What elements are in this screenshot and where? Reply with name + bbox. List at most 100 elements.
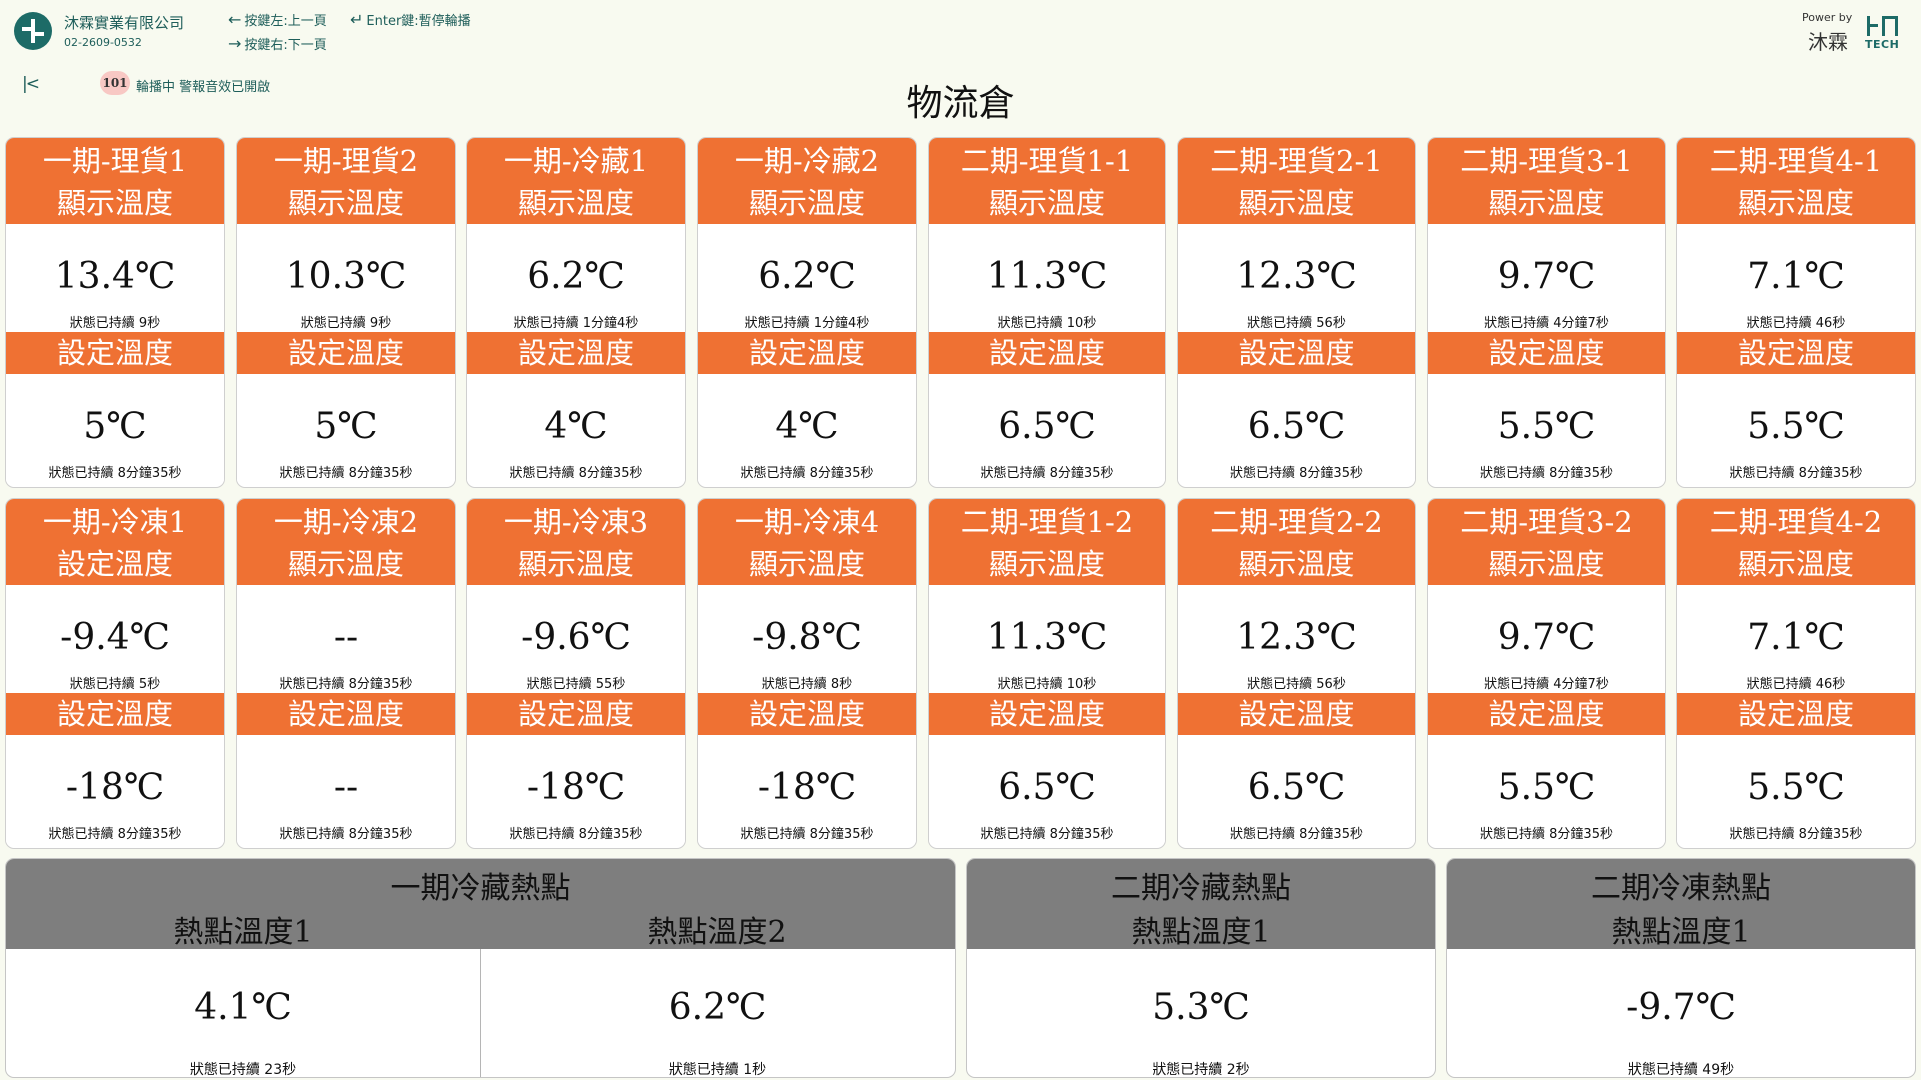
set-temp-section: 5.5℃ 狀態已持續 8分鐘35秒 [1428,735,1665,843]
hotspot-panel-title: 一期冷藏熱點 [390,871,571,906]
hint-prev-page: ← 按鍵左:上一頁 [228,10,327,29]
display-temp-value: -9.6℃ [521,617,631,658]
set-temp-section: 6.5℃ 狀態已持續 8分鐘35秒 [929,374,1165,482]
hint-next-page: → 按鍵右:下一頁 [228,34,327,53]
display-temp-section: 12.3℃ 狀態已持續 56秒 [1178,585,1415,693]
carousel-status-text: 輪播中 警報音效已開啟 [136,80,271,95]
power-brand-name: 沐霖 [1808,30,1848,54]
set-temp-label: 設定溫度 [6,693,224,735]
display-temp-value: 11.3℃ [986,617,1108,658]
sensor-card: 二期-理貨4-2 顯示溫度 7.1℃ 狀態已持續 46秒 設定溫度 5.5℃ 狀態已持續 8… [1676,498,1916,849]
carousel-count-badge: 101 [100,71,130,95]
set-temp-section: 6.5℃ 狀態已持續 8分鐘35秒 [929,735,1165,843]
sensor-card-title: 二期-理貨4-1 [1677,138,1915,182]
hotspot-panel-header: 二期冷藏熱點 熱點溫度1 [967,859,1435,950]
hotspot-temp-value: 5.3℃ [1152,987,1250,1028]
display-temp-duration: 狀態已持續 56秒 [1247,677,1346,692]
sensor-card-title: 一期-冷藏2 [698,138,916,182]
display-temp-label: 顯示溫度 [929,182,1165,224]
display-temp-duration: 狀態已持續 56秒 [1247,316,1346,331]
display-temp-value: 7.1℃ [1747,256,1845,297]
sensor-card-title: 二期-理貨3-1 [1428,138,1665,182]
display-temp-value: 13.4℃ [54,256,176,297]
display-temp-duration: 狀態已持續 9秒 [300,316,392,331]
display-temp-value: -9.4℃ [60,617,170,658]
display-temp-section: 12.3℃ 狀態已持續 56秒 [1178,224,1415,332]
display-temp-duration: 狀態已持續 4分鐘7秒 [1484,677,1609,692]
display-temp-section: 7.1℃ 狀態已持續 46秒 [1677,585,1915,693]
set-temp-label: 設定溫度 [467,693,685,735]
display-temp-label: 顯示溫度 [698,543,916,585]
first-page-icon[interactable]: |< [22,74,40,94]
display-temp-value: 9.7℃ [1497,256,1596,297]
display-temp-duration: 狀態已持續 5秒 [69,677,161,692]
set-temp-section: -18℃ 狀態已持續 8分鐘35秒 [467,735,685,843]
enter-return-icon: ↵ [350,10,364,29]
set-temp-value: -- [333,767,359,808]
sensor-card-title: 二期-理貨1-2 [929,499,1165,543]
display-temp-value: 10.3℃ [285,256,407,297]
display-temp-duration: 狀態已持續 10秒 [997,677,1097,692]
set-temp-duration: 狀態已持續 8分鐘35秒 [1729,466,1863,481]
display-temp-value: 12.3℃ [1236,256,1357,297]
display-temp-label: 設定溫度 [6,543,224,585]
hotspot-temp-duration: 狀態已持續 49秒 [1627,1062,1735,1078]
sensor-card: 一期-冷凍2 顯示溫度 -- 狀態已持續 8分鐘35秒 設定溫度 -- 狀態已持續 8分鐘3… [236,498,456,849]
display-temp-value: 6.2℃ [527,256,625,297]
set-temp-duration: 狀態已持續 8分鐘35秒 [1480,466,1613,481]
company-phone: 02-2609-0532 [64,36,142,49]
set-temp-duration: 狀態已持續 8分鐘35秒 [279,827,413,842]
display-temp-value: -9.8℃ [752,617,862,658]
display-temp-label: 顯示溫度 [698,182,916,224]
display-temp-value: 7.1℃ [1747,617,1845,658]
hotspot-panel-body: -9.7℃ 狀態已持續 49秒 [1447,949,1915,1078]
set-temp-section: 5℃ 狀態已持續 8分鐘35秒 [237,374,455,482]
set-temp-duration: 狀態已持續 8分鐘35秒 [740,827,874,842]
hotspot-temp-cell: -9.7℃ 狀態已持續 49秒 [1447,949,1915,1078]
display-temp-section: -9.4℃ 狀態已持續 5秒 [6,585,224,693]
display-temp-value: 6.2℃ [758,256,856,297]
arrow-left-icon: ← [228,10,242,29]
hotspot-panel: 一期冷藏熱點 熱點溫度1 熱點溫度2 4.1℃ 狀態已持續 23秒 6.2℃ 狀態已持續 1… [5,858,956,1078]
set-temp-value: -18℃ [526,767,626,808]
display-temp-section: 7.1℃ 狀態已持續 46秒 [1677,224,1915,332]
hotspot-temp-duration: 狀態已持續 2秒 [1152,1062,1250,1078]
set-temp-label: 設定溫度 [1677,693,1915,735]
sensor-card: 二期-理貨3-2 顯示溫度 9.7℃ 狀態已持續 4分鐘7秒 設定溫度 5.5℃ 狀態已持續… [1427,498,1666,849]
set-temp-duration: 狀態已持續 8分鐘35秒 [1230,466,1363,481]
set-temp-value: 4℃ [775,406,839,447]
set-temp-label: 設定溫度 [1428,693,1665,735]
hotspot-temp-value: -9.7℃ [1626,987,1736,1028]
set-temp-duration: 狀態已持續 8分鐘35秒 [980,466,1114,481]
sensor-card: 一期-冷藏2 顯示溫度 6.2℃ 狀態已持續 1分鐘4秒 設定溫度 4℃ 狀態已持續 8分鐘… [697,137,917,488]
sensor-card: 二期-理貨2-2 顯示溫度 12.3℃ 狀態已持續 56秒 設定溫度 6.5℃ 狀態已持續 … [1177,498,1416,849]
page-title: 物流倉 [906,83,1015,124]
set-temp-label: 設定溫度 [698,693,916,735]
hotspot-temp-label: 熱點溫度1 [173,915,313,950]
tech-logo-icon [1864,14,1904,52]
sensor-card: 一期-冷藏1 顯示溫度 6.2℃ 狀態已持續 1分鐘4秒 設定溫度 4℃ 狀態已持續 8分鐘… [466,137,686,488]
set-temp-section: 6.5℃ 狀態已持續 8分鐘35秒 [1178,735,1415,843]
set-temp-duration: 狀態已持續 8分鐘35秒 [1230,827,1363,842]
display-temp-duration: 狀態已持續 4分鐘7秒 [1484,316,1609,331]
first-page-button[interactable]: |< [22,74,40,94]
hotspot-panel: 二期冷藏熱點 熱點溫度1 5.3℃ 狀態已持續 2秒 [966,858,1436,1078]
display-temp-section: -- 狀態已持續 8分鐘35秒 [237,585,455,693]
display-temp-value: 9.7℃ [1497,617,1596,658]
sensor-card-title: 一期-理貨2 [237,138,455,182]
hotspot-panel-header: 二期冷凍熱點 熱點溫度1 [1447,859,1915,950]
set-temp-section: 5.5℃ 狀態已持續 8分鐘35秒 [1677,374,1915,482]
set-temp-value: 5℃ [83,406,147,447]
set-temp-value: 5.5℃ [1747,406,1845,447]
hotspot-temp-label: 熱點溫度1 [1131,915,1271,950]
hotspot-temp-cell: 4.1℃ 狀態已持續 23秒 [6,949,480,1077]
display-temp-duration: 狀態已持續 10秒 [997,316,1097,331]
display-temp-section: 9.7℃ 狀態已持續 4分鐘7秒 [1428,585,1665,693]
sensor-card: 二期-理貨1-1 顯示溫度 11.3℃ 狀態已持續 10秒 設定溫度 6.5℃ 狀態已持續 … [928,137,1166,488]
display-temp-duration: 狀態已持續 8分鐘35秒 [279,677,413,692]
power-by-label: Power by [1802,11,1853,24]
sensor-card-title: 二期-理貨3-2 [1428,499,1665,543]
display-temp-label: 顯示溫度 [1178,543,1415,585]
display-temp-section: 10.3℃ 狀態已持續 9秒 [237,224,455,332]
sensor-card: 一期-理貨1 顯示溫度 13.4℃ 狀態已持續 9秒 設定溫度 5℃ 狀態已持續 8分鐘35… [5,137,225,488]
